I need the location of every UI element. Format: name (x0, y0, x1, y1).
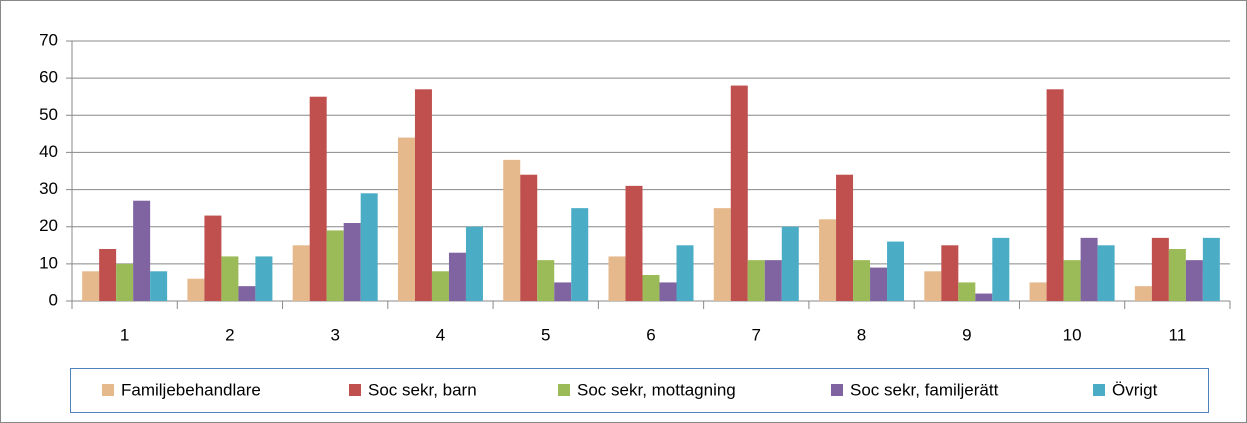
y-tick-label: 40 (39, 142, 58, 161)
x-tick-label: 6 (646, 325, 655, 344)
bar (238, 286, 256, 301)
bar (713, 208, 731, 301)
x-tick-label: 10 (1063, 325, 1082, 344)
bar (520, 174, 538, 301)
bar (1134, 286, 1152, 301)
bar (781, 226, 799, 301)
x-tick-label: 7 (752, 325, 761, 344)
bar (764, 260, 782, 301)
x-tick-label: 2 (225, 325, 234, 344)
legend-label: Familjebehandlare (121, 380, 261, 399)
y-tick-label: 0 (49, 290, 58, 309)
bar (676, 245, 694, 301)
x-tick-label: 4 (436, 325, 445, 344)
bar (537, 260, 555, 301)
bar (414, 89, 432, 302)
bar (608, 256, 626, 301)
bar (343, 223, 361, 301)
bar (747, 260, 765, 301)
legend-label: Övrigt (1112, 380, 1158, 399)
bar (204, 215, 222, 301)
bar (221, 256, 239, 301)
bar (1151, 237, 1169, 301)
legend-swatch (1093, 384, 1105, 396)
bar (1080, 237, 1098, 301)
bar (397, 137, 415, 301)
bar (853, 260, 871, 301)
bar (836, 174, 854, 301)
bar (958, 282, 976, 301)
bar (503, 159, 521, 301)
bar (642, 275, 660, 301)
bar (1202, 237, 1220, 301)
bar (82, 271, 100, 301)
legend-label: Soc sekr, familjerätt (850, 380, 999, 399)
bar (116, 263, 134, 301)
x-tick-label: 5 (541, 325, 550, 344)
bar (448, 252, 466, 301)
bar (1185, 260, 1203, 301)
y-tick-label: 20 (39, 216, 58, 235)
bar (255, 256, 273, 301)
bar (870, 267, 888, 301)
bar (992, 237, 1010, 301)
bar (1097, 245, 1115, 301)
bar (133, 200, 151, 301)
x-tick-label: 11 (1169, 325, 1187, 344)
bar (326, 230, 344, 301)
bar (1063, 260, 1081, 301)
bar (554, 282, 572, 301)
bar (975, 293, 993, 301)
bar (99, 249, 117, 301)
bar (465, 226, 483, 301)
bar (1029, 282, 1047, 301)
x-tick-label: 1 (120, 325, 129, 344)
x-tick-label: 3 (330, 325, 339, 344)
x-tick-label: 8 (857, 325, 866, 344)
bar (924, 271, 942, 301)
bar (187, 278, 205, 301)
bar (1046, 89, 1064, 302)
y-tick-label: 30 (39, 179, 58, 198)
x-tick-label: 9 (962, 325, 971, 344)
bar (309, 96, 327, 301)
bar (150, 271, 168, 301)
legend-swatch (831, 384, 843, 396)
legend-label: Soc sekr, mottagning (577, 380, 736, 399)
y-tick-label: 70 (39, 30, 58, 49)
bar (360, 193, 378, 301)
bar (571, 208, 589, 301)
bar (659, 282, 677, 301)
y-tick-label: 10 (39, 253, 58, 272)
bar (1168, 249, 1186, 301)
bar (292, 245, 310, 301)
bar (625, 185, 643, 301)
bar (887, 241, 905, 301)
legend-box (70, 368, 1209, 413)
bar (819, 219, 837, 301)
legend-swatch (102, 384, 114, 396)
bar (730, 85, 748, 301)
legend-swatch (349, 384, 361, 396)
legend-label: Soc sekr, barn (368, 380, 477, 399)
bar (941, 245, 959, 301)
bar (431, 271, 449, 301)
y-tick-label: 60 (39, 68, 58, 87)
legend-swatch (558, 384, 570, 396)
y-tick-label: 50 (39, 105, 58, 124)
